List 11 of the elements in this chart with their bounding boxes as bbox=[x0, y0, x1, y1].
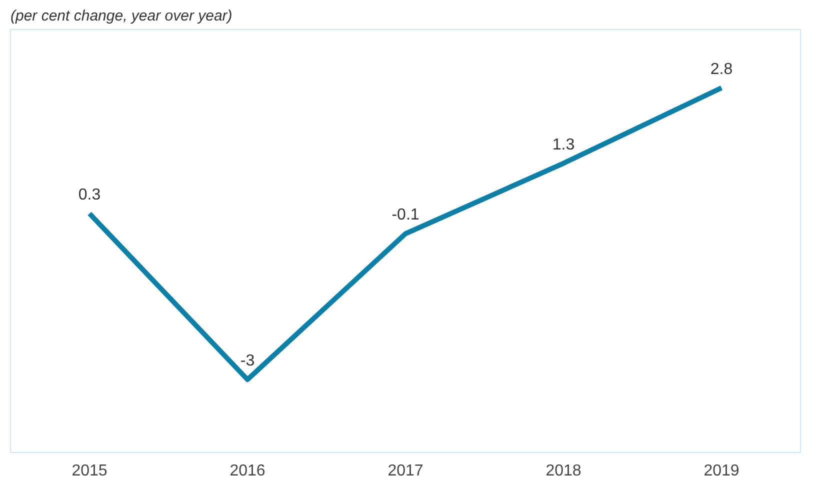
x-tick-label: 2015 bbox=[72, 462, 108, 480]
data-label: 2.8 bbox=[710, 60, 733, 78]
data-label: 0.3 bbox=[78, 186, 101, 204]
x-tick-label: 2018 bbox=[546, 462, 582, 480]
chart-subtitle: (per cent change, year over year) bbox=[10, 8, 232, 24]
x-tick-label: 2017 bbox=[388, 462, 424, 480]
x-tick-label: 2016 bbox=[230, 462, 266, 480]
data-label: 1.3 bbox=[552, 136, 575, 154]
x-tick-label: 2019 bbox=[704, 462, 740, 480]
data-label: -3 bbox=[240, 352, 255, 370]
data-label: -0.1 bbox=[392, 206, 420, 224]
